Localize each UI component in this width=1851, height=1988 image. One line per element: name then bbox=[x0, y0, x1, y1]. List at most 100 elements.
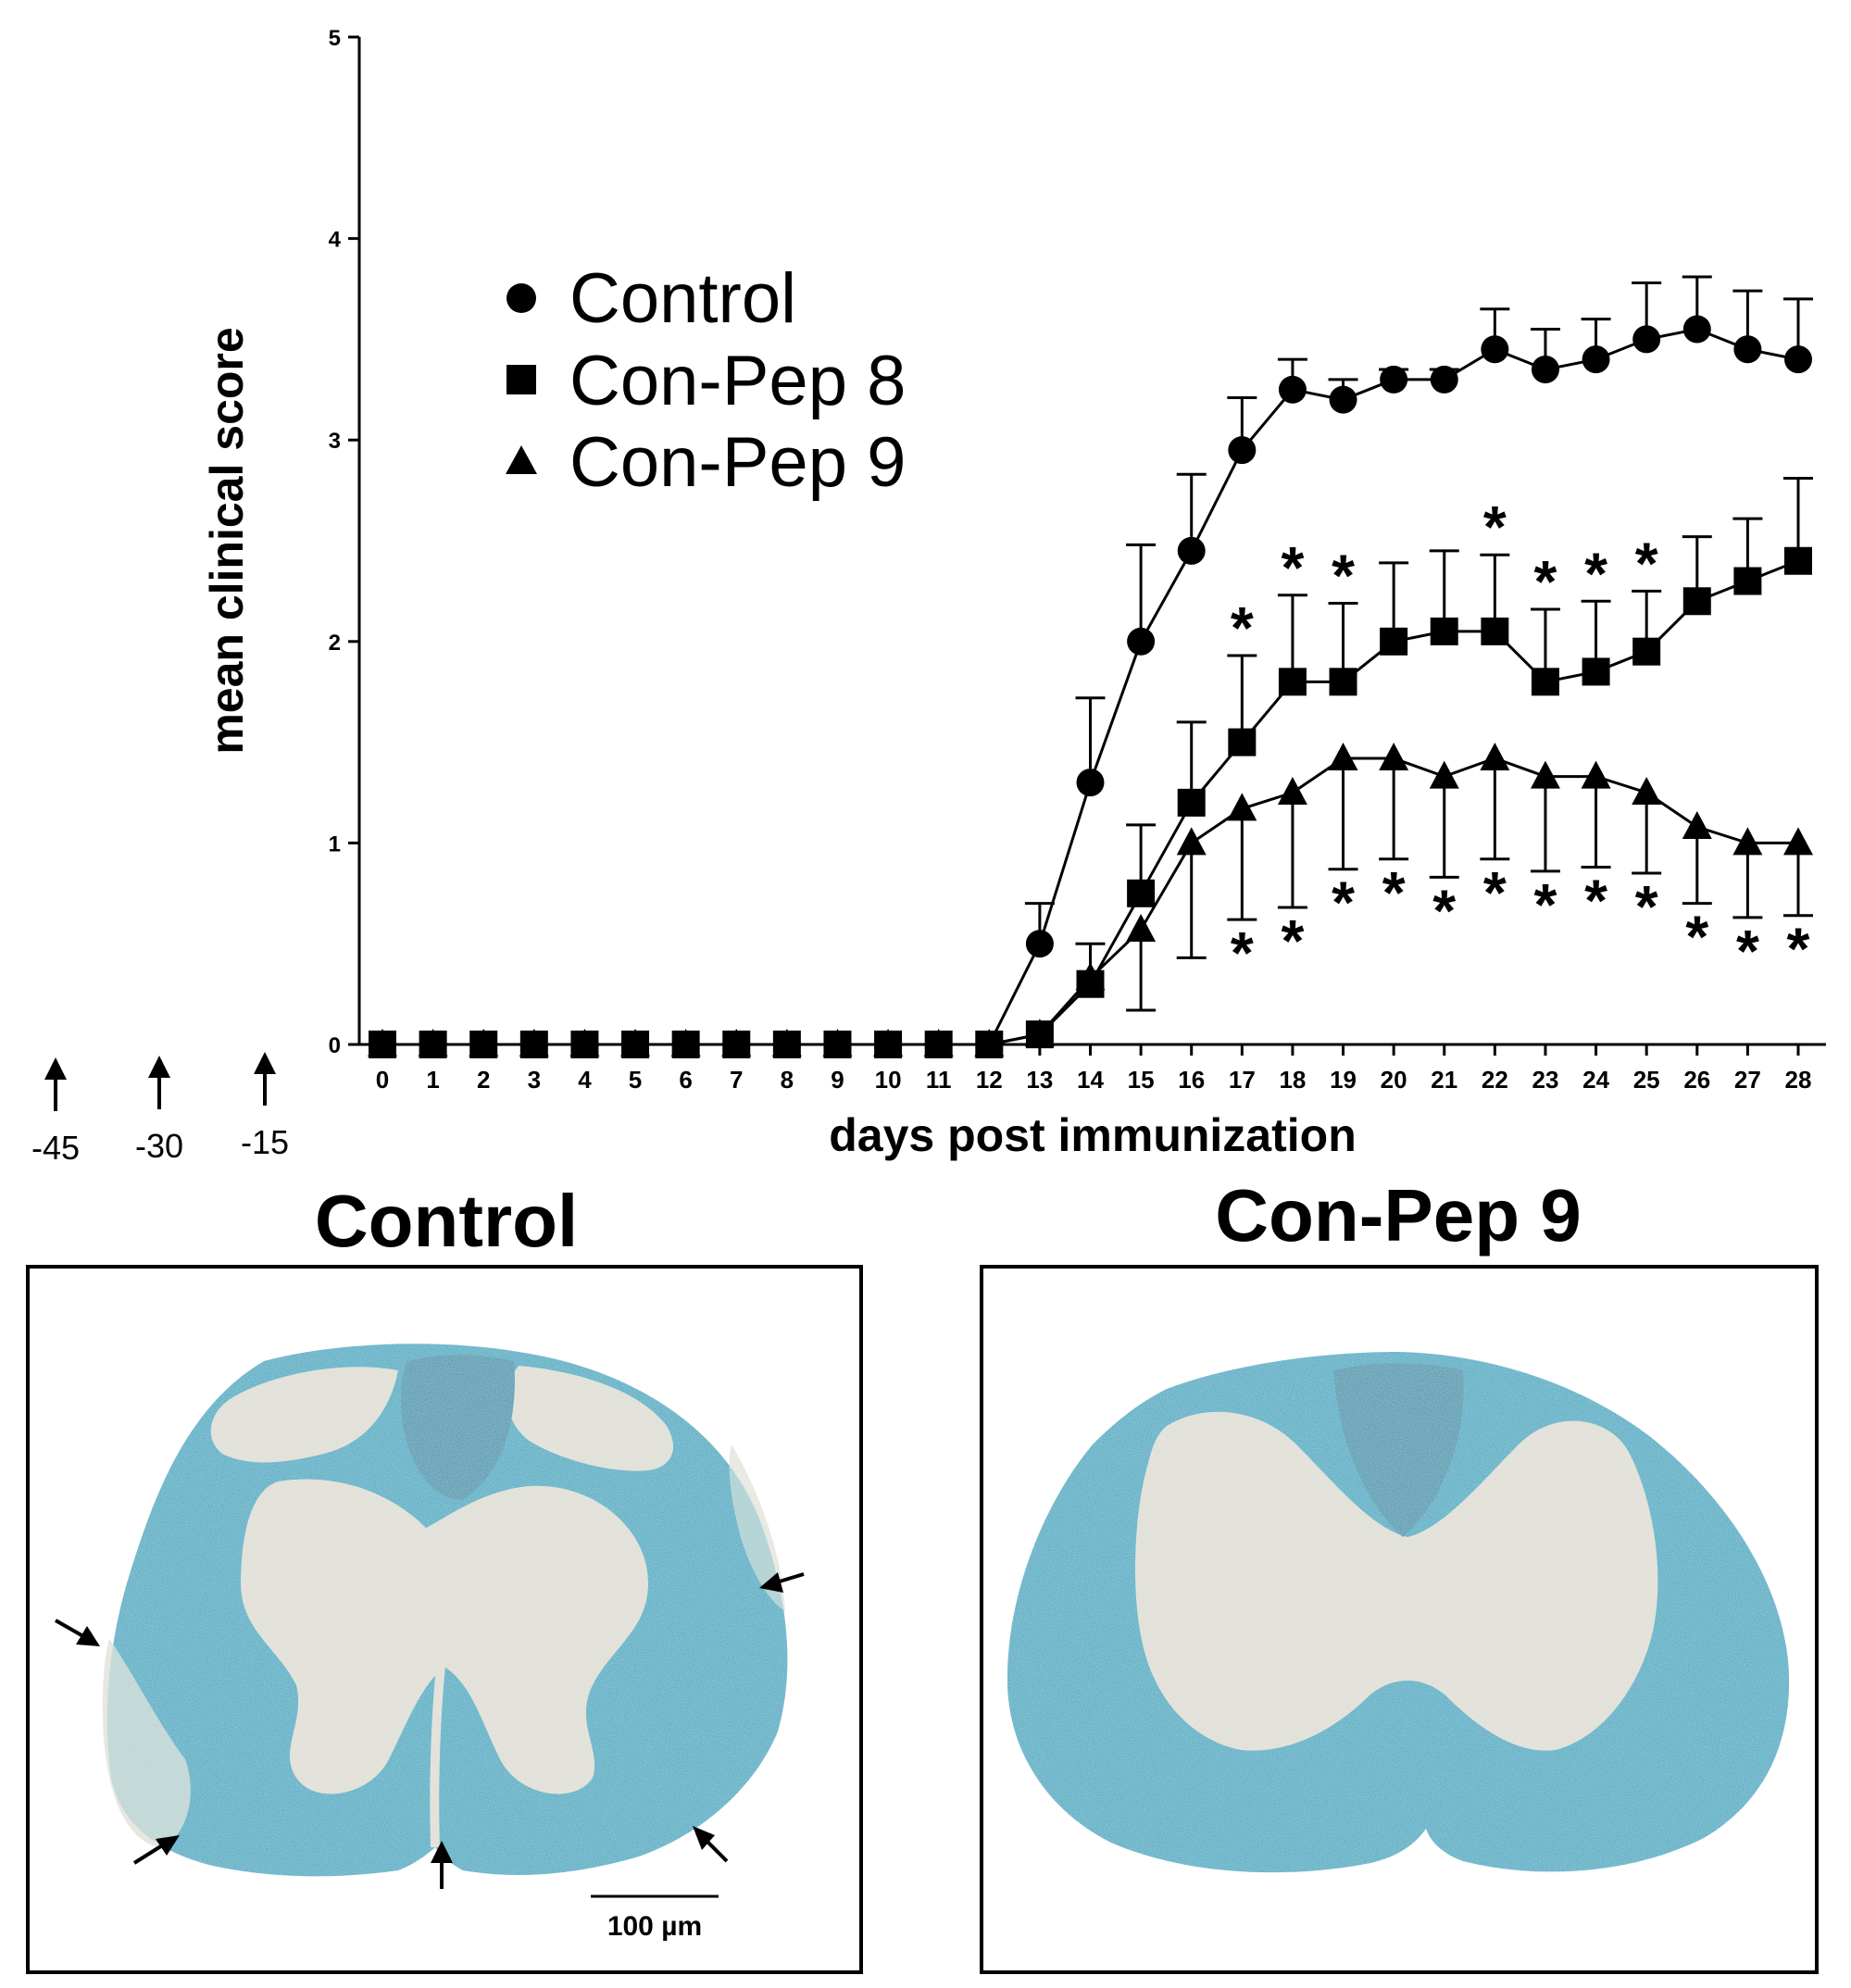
ventral-fissure bbox=[430, 1647, 447, 1848]
data-point-square bbox=[1177, 788, 1206, 817]
data-point-triangle bbox=[418, 1029, 448, 1057]
data-point-square bbox=[1632, 637, 1661, 666]
significance-star: * bbox=[1584, 868, 1607, 934]
data-point-square bbox=[1733, 567, 1762, 595]
legend-marker-con-pep-8 bbox=[507, 365, 536, 394]
legend-label-con-pep-9: Con-Pep 9 bbox=[569, 423, 906, 502]
x-tick-label: 10 bbox=[875, 1066, 902, 1094]
up-arrow-icon bbox=[254, 1052, 276, 1106]
data-point-circle bbox=[1481, 335, 1509, 364]
significance-star: * bbox=[1332, 542, 1355, 608]
data-point-triangle bbox=[974, 1029, 1005, 1057]
data-point-circle bbox=[1228, 436, 1257, 465]
data-point-triangle bbox=[670, 1029, 701, 1057]
arrow-minus-45: -45 bbox=[31, 1057, 80, 1167]
x-tick-label: 17 bbox=[1229, 1066, 1256, 1094]
x-tick-label: 5 bbox=[629, 1066, 642, 1094]
significance-star: * bbox=[1635, 873, 1658, 940]
gray-matter bbox=[1134, 1411, 1658, 1751]
x-tick-label: 28 bbox=[1785, 1066, 1812, 1094]
data-point-triangle bbox=[368, 1029, 397, 1057]
legend-marker-con-pep-9 bbox=[506, 445, 537, 474]
histology-panel-control: 100 µm bbox=[26, 1265, 863, 1974]
data-point-triangle bbox=[1530, 760, 1560, 789]
y-tick-label: 1 bbox=[329, 831, 341, 856]
significance-stars: * * * * * * * * * * * * * * * * * * * bbox=[1231, 494, 1810, 986]
pre-immunization-arrows: -45 -30 -15 bbox=[31, 1052, 289, 1167]
data-point-circle bbox=[1733, 335, 1762, 364]
data-point-square bbox=[1481, 617, 1509, 645]
significance-star: * bbox=[1635, 530, 1658, 596]
arrow-minus-15: -15 bbox=[241, 1052, 289, 1161]
x-tick-label: 22 bbox=[1482, 1066, 1508, 1094]
x-tick-label: 9 bbox=[831, 1066, 844, 1094]
x-tick-label: 14 bbox=[1077, 1066, 1104, 1094]
significance-star: * bbox=[1584, 540, 1607, 606]
significance-star: * bbox=[1483, 859, 1507, 926]
x-tick-label: 25 bbox=[1633, 1066, 1660, 1094]
data-point-circle bbox=[1177, 536, 1206, 565]
data-markers bbox=[368, 315, 1813, 1058]
significance-star: * bbox=[1231, 594, 1254, 661]
data-point-triangle bbox=[822, 1029, 853, 1057]
x-tick-label: 2 bbox=[477, 1066, 490, 1094]
data-point-triangle bbox=[1783, 827, 1813, 856]
y-axis-title: mean clinical score bbox=[201, 327, 253, 754]
significance-star: * bbox=[1483, 494, 1507, 560]
significance-star: * bbox=[1281, 534, 1304, 601]
data-point-triangle bbox=[1126, 913, 1157, 942]
spinal-cord-section-con-pep-9 bbox=[1007, 1352, 1790, 1873]
data-point-square bbox=[1278, 668, 1307, 696]
data-point-square bbox=[1784, 546, 1812, 575]
significance-star: * bbox=[1231, 919, 1254, 986]
data-point-circle bbox=[1632, 325, 1661, 354]
arrow-label: -15 bbox=[241, 1123, 289, 1161]
spinal-cord-section-control bbox=[102, 1344, 788, 1877]
data-point-square bbox=[1582, 657, 1610, 686]
significance-star: * bbox=[1685, 904, 1708, 970]
data-point-triangle bbox=[1732, 827, 1763, 856]
lesion-arrows bbox=[55, 1572, 805, 1889]
significance-star: * bbox=[1332, 869, 1355, 936]
data-point-triangle bbox=[1277, 777, 1307, 805]
legend-label-con-pep-8: Con-Pep 8 bbox=[569, 342, 906, 420]
significance-star: * bbox=[1432, 877, 1456, 944]
data-point-circle bbox=[1329, 385, 1357, 414]
data-point-square bbox=[1329, 668, 1357, 696]
significance-star: * bbox=[1534, 871, 1557, 938]
x-tick-label: 12 bbox=[976, 1066, 1003, 1094]
x-tick-label: 3 bbox=[528, 1066, 541, 1094]
x-tick-label: 7 bbox=[730, 1066, 743, 1094]
arrow-label: -30 bbox=[135, 1127, 183, 1165]
significance-star: * bbox=[1281, 907, 1304, 974]
y-tick-label: 3 bbox=[329, 429, 341, 454]
data-point-circle bbox=[1380, 365, 1408, 394]
x-tick-label: 0 bbox=[376, 1066, 389, 1094]
x-tick-label: 21 bbox=[1431, 1066, 1457, 1094]
y-tick-label: 2 bbox=[329, 631, 341, 656]
x-tick-label: 23 bbox=[1532, 1066, 1559, 1094]
data-point-circle bbox=[1430, 365, 1458, 394]
x-tick-label: 24 bbox=[1582, 1066, 1609, 1094]
x-tick-label: 15 bbox=[1128, 1066, 1155, 1094]
x-tick-label: 4 bbox=[578, 1066, 592, 1094]
x-axis-title: days post immunization bbox=[829, 1109, 1357, 1161]
dorsal-column bbox=[1333, 1363, 1464, 1537]
legend-label-control: Control bbox=[569, 259, 796, 338]
x-tick-label: 1 bbox=[426, 1066, 439, 1094]
data-point-triangle bbox=[1075, 962, 1106, 991]
data-point-circle bbox=[1582, 345, 1610, 374]
lesion-right bbox=[729, 1444, 785, 1611]
up-arrow-icon bbox=[44, 1057, 67, 1111]
significance-star: * bbox=[1787, 916, 1810, 982]
y-ticks: 0 1 2 3 4 5 bbox=[329, 26, 359, 1058]
legend-marker-control bbox=[507, 283, 536, 313]
panel-title-control: Control bbox=[315, 1180, 578, 1262]
data-point-triangle bbox=[721, 1029, 752, 1057]
histology-panel-con-pep-9 bbox=[980, 1265, 1819, 1974]
data-point-triangle bbox=[923, 1029, 954, 1057]
x-tick-label: 27 bbox=[1734, 1066, 1761, 1094]
x-tick-label: 19 bbox=[1330, 1066, 1357, 1094]
data-point-triangle bbox=[1581, 760, 1611, 789]
